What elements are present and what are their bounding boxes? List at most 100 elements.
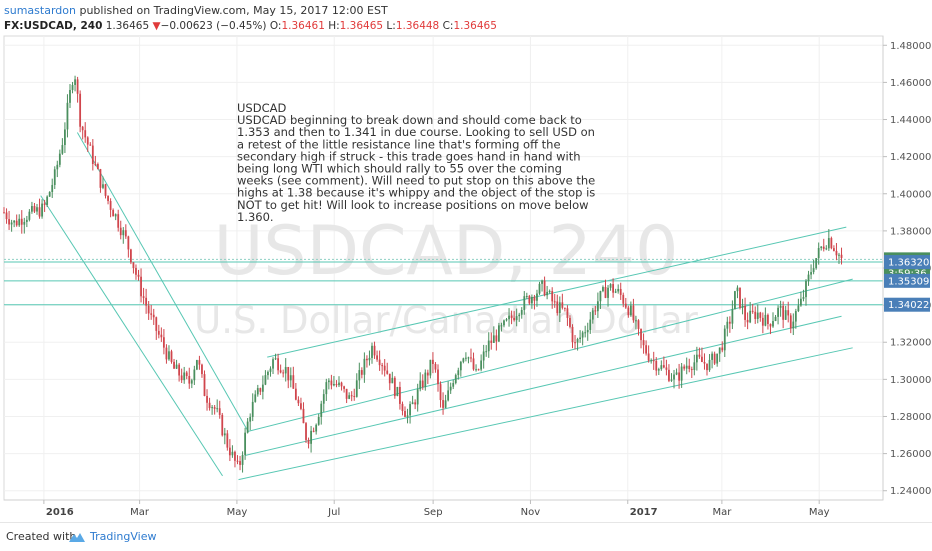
candle-body bbox=[261, 384, 264, 392]
candle-body bbox=[386, 370, 389, 374]
candle-body bbox=[533, 297, 536, 301]
candle-body bbox=[487, 340, 490, 352]
candle-body bbox=[272, 359, 274, 369]
candle-body bbox=[726, 321, 729, 329]
candle-body bbox=[518, 314, 521, 317]
candle-body bbox=[46, 196, 49, 205]
candle-body bbox=[751, 310, 754, 312]
candle-body bbox=[383, 365, 386, 371]
candle-body bbox=[124, 230, 127, 237]
candle-body bbox=[213, 407, 216, 409]
candle-body bbox=[812, 268, 815, 273]
candle-body bbox=[470, 357, 472, 359]
candle-body bbox=[294, 388, 297, 400]
candle-body bbox=[693, 362, 696, 371]
candle-body bbox=[297, 399, 300, 404]
candle-body bbox=[104, 184, 107, 196]
candle-body bbox=[201, 364, 203, 375]
candle-body bbox=[602, 287, 604, 292]
candle-body bbox=[660, 365, 663, 370]
candle-body bbox=[13, 220, 16, 223]
badge-label: 1.35309 bbox=[888, 276, 929, 287]
candle-body bbox=[513, 317, 516, 321]
candle-body bbox=[249, 416, 252, 422]
candle-body bbox=[820, 246, 823, 249]
candle-body bbox=[718, 347, 721, 354]
candle-body bbox=[419, 380, 422, 390]
candle-body bbox=[142, 296, 145, 298]
badge-label: 1.34022 bbox=[888, 300, 929, 311]
candle-body bbox=[627, 307, 630, 316]
horizontal-levels bbox=[4, 258, 883, 306]
candle-body bbox=[183, 372, 186, 381]
candle-body bbox=[3, 212, 5, 214]
candle-body bbox=[277, 358, 279, 371]
candle-body bbox=[416, 389, 419, 405]
x-tick-label: Sep bbox=[424, 507, 443, 518]
candle-body bbox=[495, 335, 498, 342]
candle-body bbox=[678, 372, 680, 381]
candle-body bbox=[797, 305, 800, 312]
candle-body bbox=[91, 145, 94, 165]
candle-body bbox=[541, 280, 543, 284]
candle-body bbox=[675, 372, 678, 375]
candle-body bbox=[208, 402, 211, 409]
candle-body bbox=[792, 321, 795, 329]
candle-body bbox=[43, 203, 46, 205]
candle-body bbox=[452, 383, 455, 387]
candle-body bbox=[10, 222, 13, 225]
candle-body bbox=[185, 372, 188, 377]
author-link[interactable]: sumastardon bbox=[4, 4, 76, 17]
candle-body bbox=[736, 287, 739, 292]
candle-body bbox=[409, 404, 411, 416]
candle-body bbox=[8, 219, 10, 225]
candle-body bbox=[310, 430, 312, 444]
tradingview-link[interactable]: TradingView bbox=[90, 530, 157, 543]
candle-body bbox=[662, 365, 665, 368]
candle-body bbox=[335, 383, 338, 386]
candle-body bbox=[401, 403, 404, 412]
candle-body bbox=[64, 129, 66, 146]
candle-body bbox=[414, 402, 417, 405]
watermark-symbol: USDCAD, 240 bbox=[214, 212, 679, 291]
candle-body bbox=[94, 164, 97, 166]
candle-body bbox=[178, 364, 181, 376]
candle-body bbox=[833, 248, 835, 251]
candle-body bbox=[477, 369, 480, 371]
candle-body bbox=[645, 345, 648, 354]
candle-body bbox=[668, 369, 670, 381]
candle-body bbox=[815, 258, 818, 269]
candle-body bbox=[325, 382, 328, 395]
candle-body bbox=[657, 369, 660, 371]
candle-body bbox=[685, 365, 688, 369]
candle-body bbox=[444, 400, 447, 408]
x-axis[interactable]: 2016 Mar May Jul Sep Nov 2017 Mar May bbox=[43, 500, 830, 518]
candle-body bbox=[617, 288, 620, 292]
candle-body bbox=[739, 287, 741, 308]
candle-body bbox=[251, 401, 254, 417]
candle-body bbox=[287, 366, 290, 381]
candle-body bbox=[254, 394, 257, 402]
candle-body bbox=[756, 312, 759, 319]
candle-body bbox=[467, 357, 470, 359]
candle-body bbox=[81, 126, 84, 131]
candle-body bbox=[15, 220, 18, 226]
candle-body bbox=[239, 461, 241, 465]
y-tick-label: 1.26000 bbox=[890, 449, 931, 460]
candle-body bbox=[231, 451, 234, 456]
candle-body bbox=[536, 293, 538, 301]
tradingview-logo-icon bbox=[69, 533, 85, 542]
candle-body bbox=[71, 84, 74, 90]
y-tick-label: 1.24000 bbox=[890, 486, 931, 497]
trendline bbox=[40, 195, 223, 477]
candle-body bbox=[66, 102, 69, 130]
candle-body bbox=[228, 447, 231, 456]
high-value: 1.36465 bbox=[339, 20, 384, 32]
candle-body bbox=[373, 345, 376, 356]
candle-body bbox=[683, 366, 686, 369]
x-tick-label: Nov bbox=[521, 507, 541, 518]
candle-body bbox=[360, 370, 363, 375]
candle-body bbox=[546, 291, 549, 296]
candle-body bbox=[650, 360, 653, 362]
price-chart[interactable]: USDCAD, 240 U.S. Dollar/Canadian Dollar … bbox=[0, 34, 932, 522]
